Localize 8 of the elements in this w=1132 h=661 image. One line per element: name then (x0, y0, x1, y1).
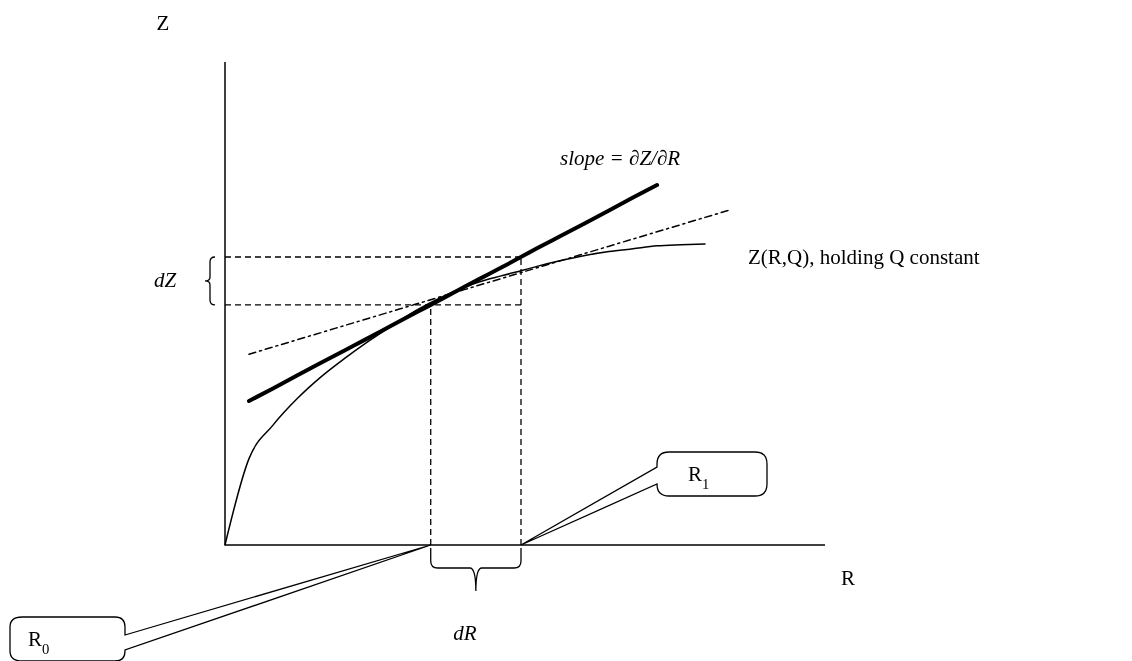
annotation: R$_{1}$ (688, 462, 710, 492)
text: dZ (153, 268, 177, 292)
text: dR (453, 621, 477, 645)
text: R$_{0}$ (28, 627, 50, 657)
x-axis-title: R (840, 566, 856, 590)
text: Z (156, 11, 170, 35)
text: slope = ∂Z/∂R (560, 146, 681, 170)
text: Z(R,Q), holding Q constant (748, 245, 980, 270)
